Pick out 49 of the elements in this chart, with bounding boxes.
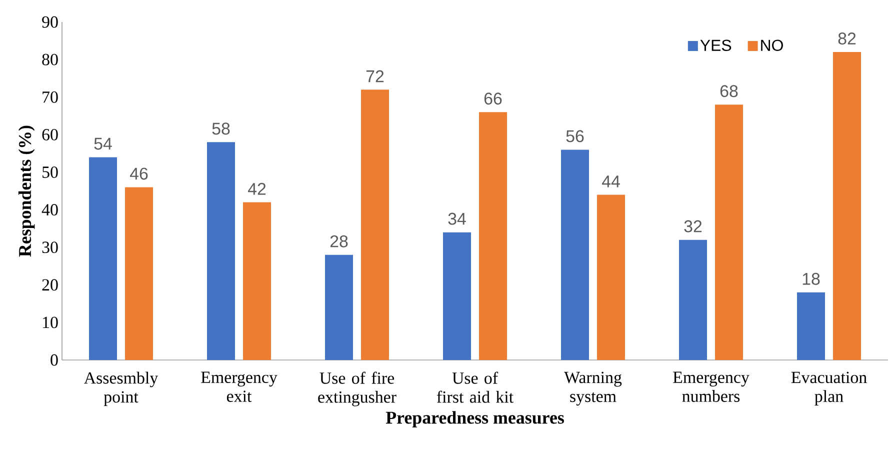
- bar: [561, 150, 590, 360]
- data-label: 18: [802, 272, 820, 285]
- data-label: 82: [838, 32, 856, 45]
- bar: [797, 292, 826, 360]
- y-tick-label: 90: [42, 16, 58, 28]
- y-tick-label: 60: [42, 128, 58, 140]
- bar: [597, 194, 626, 360]
- bar: [325, 254, 353, 360]
- bar: [361, 90, 390, 360]
- data-label: 34: [448, 212, 466, 225]
- data-label: 42: [248, 182, 266, 195]
- bar: [679, 240, 708, 360]
- y-tick-label: 0: [50, 354, 58, 366]
- data-label: 46: [130, 168, 148, 180]
- x-tick-label: Warning system: [564, 372, 622, 406]
- y-tick-label: 50: [42, 166, 58, 178]
- y-axis-title: Respondents (%): [18, 126, 35, 257]
- bar: [243, 202, 271, 360]
- x-tick-label: Emergency numbers: [673, 372, 750, 402]
- bar: [715, 104, 744, 360]
- data-label: 66: [484, 92, 502, 105]
- y-tick-label: 80: [42, 54, 58, 66]
- data-label: 32: [684, 220, 702, 232]
- bar: [207, 142, 235, 360]
- data-label: 56: [566, 130, 584, 142]
- y-tick-label: 70: [42, 91, 58, 103]
- x-tick-label: Use of first aid kit: [436, 372, 514, 403]
- legend-label: YES: [700, 40, 732, 51]
- data-label: 28: [330, 235, 348, 248]
- y-tick-label: 30: [42, 242, 58, 254]
- data-label: 72: [366, 70, 384, 82]
- x-tick-label: Evacuation plan: [791, 372, 867, 406]
- legend-label: NO: [761, 40, 783, 51]
- data-label: 44: [602, 176, 620, 188]
- data-label: 58: [212, 122, 230, 135]
- y-tick-label: 10: [43, 316, 58, 328]
- bar: [89, 157, 117, 360]
- x-axis-title: Preparedness measures: [386, 411, 564, 428]
- y-tick-label: 40: [42, 204, 58, 216]
- x-tick-label: Assesmbly point: [84, 372, 158, 406]
- bar: [479, 112, 508, 360]
- data-label: 68: [720, 85, 738, 98]
- bar: [125, 187, 153, 360]
- data-label: 54: [94, 138, 112, 150]
- bar: [443, 232, 472, 360]
- bar: [833, 52, 862, 360]
- x-tick-label: Use of fire extingusher: [318, 372, 396, 406]
- x-tick-label: Emergency exit: [201, 372, 278, 402]
- y-tick-label: 20: [42, 279, 58, 291]
